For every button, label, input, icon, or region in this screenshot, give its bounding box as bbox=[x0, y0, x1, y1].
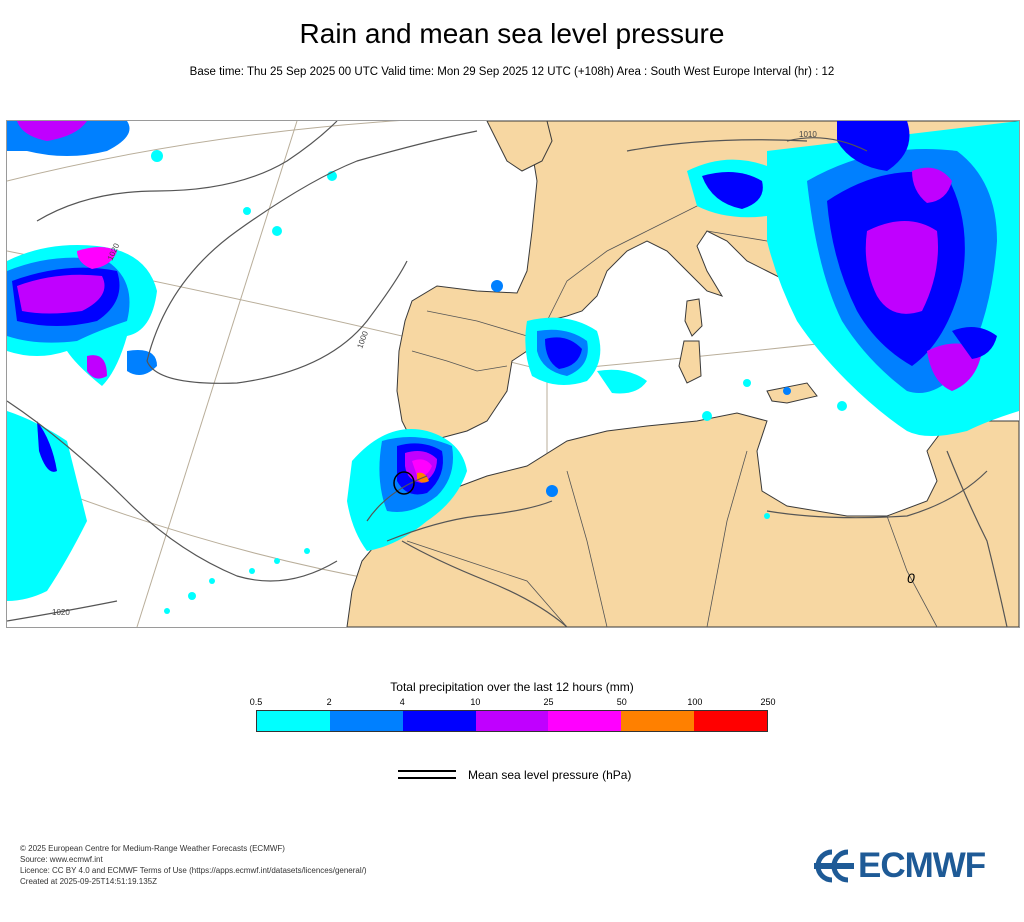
isobar-label: 1010 bbox=[799, 130, 817, 139]
chart-subtitle: Base time: Thu 25 Sep 2025 00 UTC Valid … bbox=[189, 66, 835, 78]
legend-color-bar bbox=[256, 710, 768, 732]
ecmwf-logo-icon bbox=[814, 849, 854, 883]
pressure-line-sample bbox=[398, 770, 456, 772]
isobar-label: 1000 bbox=[355, 329, 370, 349]
precipitation bbox=[7, 121, 1019, 614]
legend-swatch bbox=[402, 711, 476, 731]
chart-title: Rain and mean sea level pressure bbox=[299, 18, 725, 49]
low-pressure-value: 0 bbox=[907, 570, 915, 586]
isobar-label: 1020 bbox=[52, 608, 70, 617]
legend-swatch bbox=[257, 711, 330, 731]
legend-tick: 25 bbox=[543, 697, 554, 707]
legend-tick: 2 bbox=[326, 697, 332, 707]
pressure-line-sample bbox=[398, 777, 456, 779]
forecast-map: 1020 1000 1010 1020 0 bbox=[6, 120, 1020, 628]
legend-tick: 50 bbox=[616, 697, 627, 707]
pressure-legend-label: Mean sea level pressure (hPa) bbox=[468, 768, 632, 782]
footer-line: © 2025 European Centre for Medium-Range … bbox=[20, 844, 285, 853]
footer-line: Source: www.ecmwf.int bbox=[20, 855, 103, 864]
ecmwf-logo-text: ECMWF bbox=[858, 846, 986, 885]
legend-swatch bbox=[548, 711, 622, 731]
legend-swatch bbox=[621, 711, 695, 731]
legend-tick: 10 bbox=[470, 697, 481, 707]
footer-line: Licence: CC BY 4.0 and ECMWF Terms of Us… bbox=[20, 866, 367, 875]
footer-credits: © 2025 European Centre for Medium-Range … bbox=[20, 843, 367, 887]
legend-swatch bbox=[475, 711, 549, 731]
legend-swatch bbox=[329, 711, 403, 731]
legend-tick: 4 bbox=[399, 697, 405, 707]
legend-ticks: 0.5 2 4 10 25 50 100 250 bbox=[250, 697, 776, 709]
low-pressure-circle bbox=[393, 471, 415, 495]
isobars bbox=[7, 121, 1008, 627]
legend-swatch bbox=[694, 711, 768, 731]
ecmwf-logo[interactable]: ECMWF bbox=[812, 846, 1008, 886]
legend-title: Total precipitation over the last 12 hou… bbox=[390, 680, 634, 694]
footer-line: Created at 2025-09-25T14:51:19.135Z bbox=[20, 877, 157, 886]
legend-tick: 100 bbox=[687, 697, 703, 707]
legend-tick: 250 bbox=[760, 697, 776, 707]
legend-tick: 0.5 bbox=[249, 697, 263, 707]
